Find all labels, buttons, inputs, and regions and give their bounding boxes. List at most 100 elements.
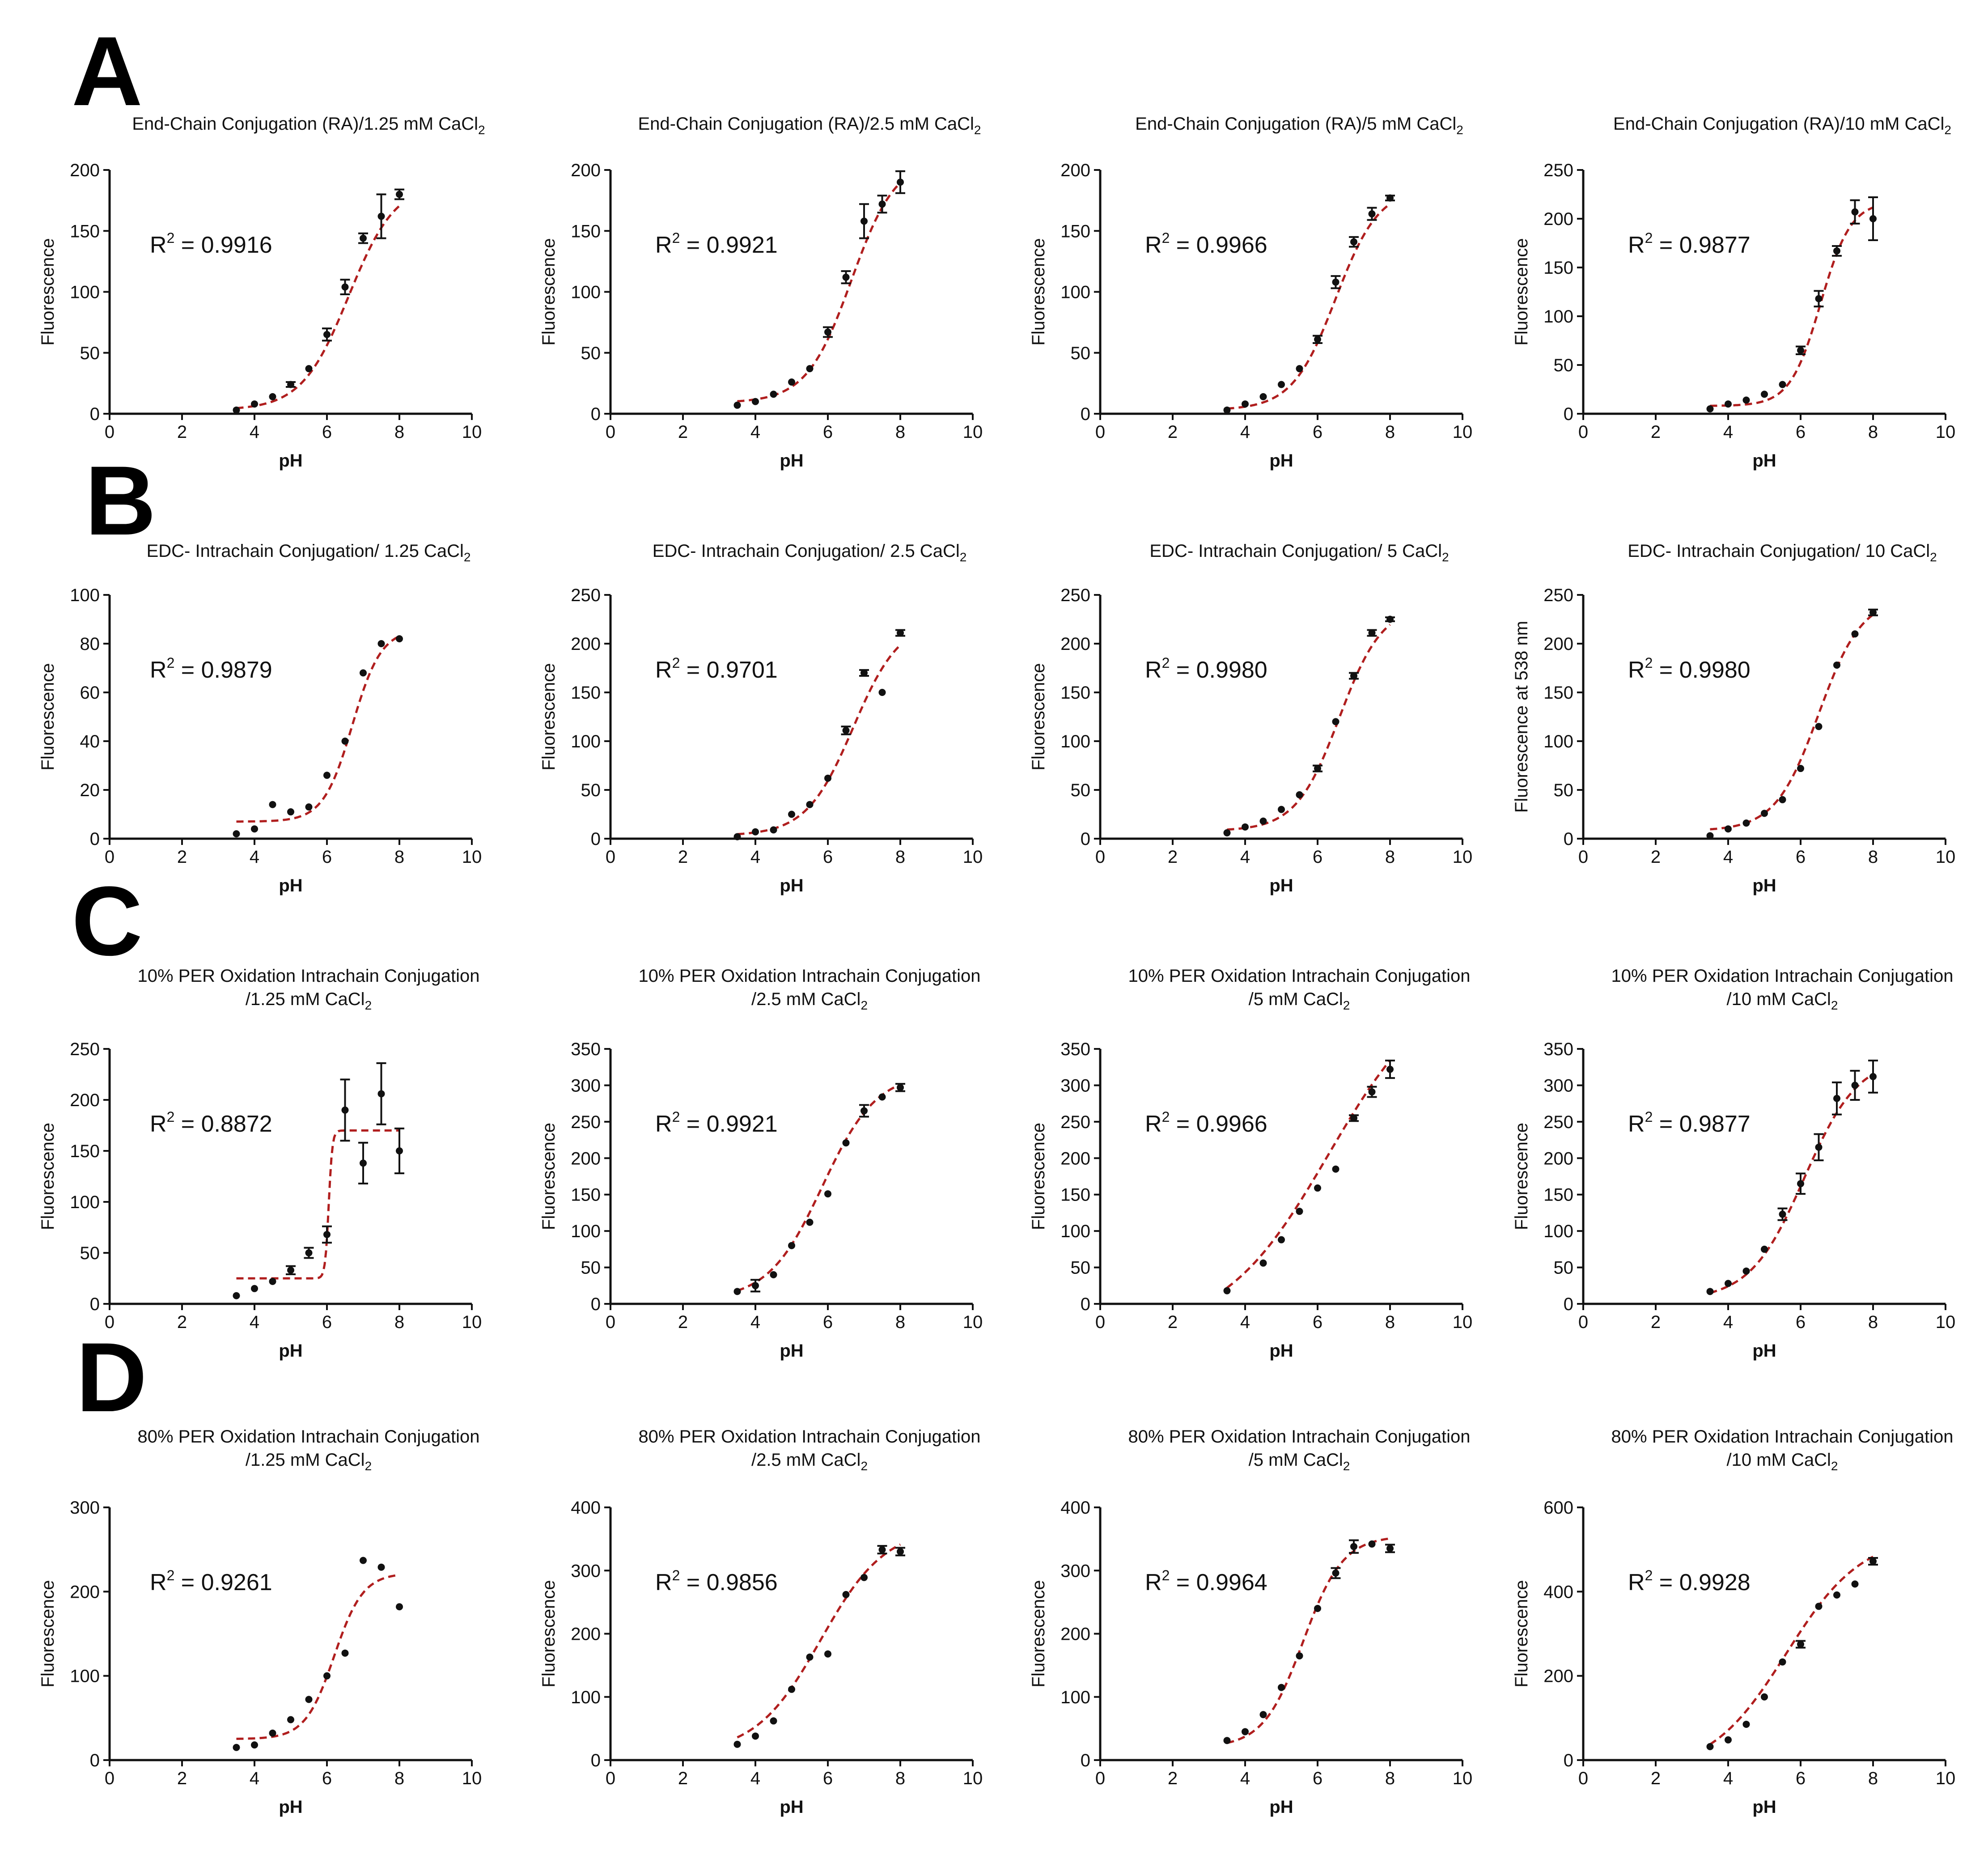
- data-point: [770, 390, 777, 398]
- data-point: [1779, 796, 1786, 803]
- data-point: [897, 1084, 904, 1091]
- y-tick-label: 200: [1060, 1149, 1090, 1168]
- data-point: [1851, 1580, 1859, 1588]
- r-squared-label: R2 = 0.9261: [150, 1567, 272, 1595]
- x-tick-label: 6: [823, 1769, 833, 1788]
- data-point: [1259, 1259, 1267, 1267]
- x-tick-label: 8: [1385, 847, 1395, 867]
- r-squared-label: R2 = 0.9877: [1628, 1109, 1751, 1137]
- y-tick-label: 200: [1543, 634, 1573, 654]
- y-tick-label: 0: [1081, 404, 1090, 424]
- x-axis-label: pH: [1269, 1341, 1293, 1361]
- chart-panel: End-Chain Conjugation (RA)/2.5 mM CaCl2 0…: [539, 114, 983, 471]
- y-tick-label: 50: [581, 344, 601, 363]
- y-tick-label: 400: [1060, 1498, 1090, 1518]
- data-point: [1725, 825, 1732, 833]
- x-tick-label: 10: [963, 847, 983, 867]
- x-tick-label: 8: [1385, 1769, 1395, 1788]
- fit-curve: [1226, 1537, 1390, 1744]
- data-point: [1742, 819, 1750, 827]
- y-tick-label: 150: [70, 1141, 100, 1161]
- x-axis-label: pH: [279, 876, 302, 895]
- x-tick-label: 6: [1796, 422, 1806, 442]
- data-point: [752, 398, 759, 405]
- y-tick-label: 100: [1060, 1222, 1090, 1241]
- data-point: [1350, 238, 1357, 246]
- data-point: [1833, 247, 1840, 255]
- y-tick-label: 100: [1543, 732, 1573, 751]
- chart-title: End-Chain Conjugation (RA)/2.5 mM CaCl2: [638, 114, 981, 137]
- y-tick-label: 150: [70, 221, 100, 241]
- data-point: [360, 234, 367, 242]
- chart-panel: 10% PER Oxidation Intrachain Conjugation…: [539, 966, 983, 1361]
- data-point: [323, 331, 331, 338]
- y-tick-label: 0: [591, 1294, 601, 1314]
- fit-curve: [1226, 1060, 1391, 1289]
- r-squared-label: R2 = 0.9877: [1628, 230, 1751, 258]
- x-tick-label: 2: [678, 847, 688, 867]
- chart-panel: End-Chain Conjugation (RA)/10 mM CaCl2 0 2…: [1512, 114, 1955, 471]
- x-tick-label: 10: [1936, 1312, 1956, 1332]
- data-point: [1725, 400, 1732, 408]
- x-tick-label: 0: [1578, 847, 1588, 867]
- x-tick-label: 6: [1313, 422, 1323, 442]
- y-tick-label: 0: [1564, 404, 1573, 424]
- x-tick-label: 6: [322, 422, 332, 442]
- data-point: [396, 635, 403, 643]
- y-tick-label: 200: [70, 1582, 100, 1602]
- x-tick-label: 4: [1723, 1769, 1733, 1788]
- x-axis-label: pH: [1752, 1341, 1776, 1361]
- y-tick-label: 350: [571, 1040, 601, 1059]
- y-axis-label: Fluorescence: [38, 1123, 58, 1230]
- data-point: [1242, 1728, 1249, 1735]
- y-axis-label: Fluorescence: [1512, 1580, 1531, 1687]
- y-tick-label: 300: [571, 1561, 601, 1581]
- x-tick-label: 4: [1240, 847, 1250, 867]
- x-tick-label: 2: [1651, 422, 1661, 442]
- data-point: [1259, 1711, 1267, 1718]
- y-tick-label: 250: [1060, 1112, 1090, 1132]
- data-point: [1314, 1605, 1321, 1612]
- data-point: [305, 803, 313, 811]
- x-tick-label: 0: [105, 422, 114, 442]
- chart-title: End-Chain Conjugation (RA)/10 mM CaCl2: [1613, 114, 1951, 137]
- x-axis-label: pH: [1752, 451, 1776, 471]
- data-point: [1386, 615, 1394, 623]
- data-point: [1779, 381, 1786, 388]
- x-tick-label: 4: [1723, 1312, 1733, 1332]
- fit-curve: [1227, 624, 1391, 831]
- x-tick-label: 8: [1385, 1312, 1395, 1332]
- x-axis-label: pH: [780, 1341, 803, 1361]
- x-tick-label: 4: [1240, 1312, 1250, 1332]
- x-tick-label: 0: [1095, 1769, 1105, 1788]
- y-tick-label: 200: [1543, 1149, 1573, 1168]
- fit-curve: [1709, 1073, 1874, 1294]
- data-point: [842, 1139, 850, 1147]
- chart-title: EDC- Intrachain Conjugation/ 10 CaCl2: [1628, 541, 1937, 564]
- data-point: [770, 1717, 777, 1725]
- data-point: [360, 1557, 367, 1564]
- x-axis-label: pH: [279, 451, 302, 471]
- panel-letter-c: C: [72, 866, 143, 976]
- x-tick-label: 8: [394, 1312, 404, 1332]
- y-tick-label: 100: [1060, 283, 1090, 302]
- chart-panel: 80% PER Oxidation Intrachain Conjugation…: [1512, 1427, 1955, 1817]
- y-tick-label: 150: [1060, 221, 1090, 241]
- data-point: [842, 727, 850, 734]
- y-tick-label: 50: [80, 1243, 100, 1263]
- data-point: [1706, 405, 1714, 413]
- data-point: [233, 1292, 240, 1299]
- data-point: [788, 1242, 795, 1249]
- data-point: [1851, 630, 1859, 638]
- x-tick-label: 6: [1313, 1769, 1323, 1788]
- x-axis-label: pH: [1269, 876, 1293, 895]
- y-tick-label: 0: [591, 1751, 601, 1770]
- data-point: [1242, 823, 1249, 831]
- data-point: [824, 1190, 831, 1198]
- data-point: [1368, 629, 1376, 637]
- data-point: [1386, 1065, 1394, 1073]
- x-tick-label: 2: [678, 1312, 688, 1332]
- data-point: [1296, 1208, 1303, 1215]
- data-point: [269, 1729, 276, 1737]
- y-tick-label: 200: [1543, 209, 1573, 229]
